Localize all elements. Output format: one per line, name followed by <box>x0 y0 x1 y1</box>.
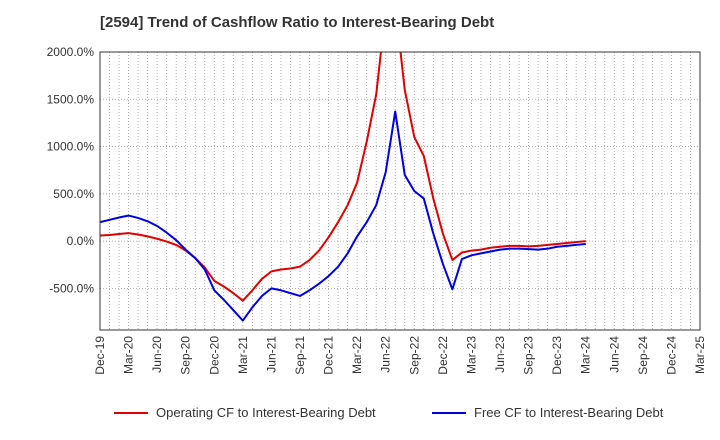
y-tick-label: 1500.0% <box>47 92 95 106</box>
axes <box>99 51 701 331</box>
x-tick-label: Sep-23 <box>522 336 536 375</box>
legend-item-operating-cf: Operating CF to Interest-Bearing Debt <box>114 405 376 420</box>
x-tick-label: Dec-22 <box>436 336 450 375</box>
y-tick-label: 2000.0% <box>47 45 95 59</box>
x-tick-label: Dec-21 <box>322 336 336 375</box>
x-tick-label: Mar-25 <box>693 336 707 374</box>
x-tick-label: Sep-21 <box>293 336 307 375</box>
x-tick-label: Sep-20 <box>179 336 193 375</box>
legend-swatch-free-cf <box>432 411 466 414</box>
x-tick-label: Sep-22 <box>407 336 421 375</box>
x-tick-label: Jun-22 <box>379 336 393 373</box>
x-tick-label: Dec-24 <box>664 336 678 375</box>
series-line-free-cf <box>100 110 586 322</box>
x-tick-label: Mar-23 <box>464 336 478 374</box>
y-tick-label: 500.0% <box>53 187 94 201</box>
x-tick-label: Jun-23 <box>493 336 507 373</box>
x-tick-label: Sep-24 <box>636 336 650 375</box>
x-tick-label: Dec-23 <box>550 336 564 375</box>
series-lines <box>100 52 586 322</box>
x-tick-label: Mar-21 <box>236 336 250 374</box>
plot-frame <box>99 51 701 331</box>
series-line-operating-cf <box>100 52 586 302</box>
grid-lines <box>100 51 700 330</box>
chart-legend: Operating CF to Interest-Bearing Debt Fr… <box>0 405 720 425</box>
x-tick-label: Mar-22 <box>350 336 364 374</box>
y-tick-label: 1000.0% <box>47 140 95 154</box>
legend-label-free-cf: Free CF to Interest-Bearing Debt <box>474 405 664 420</box>
x-tick-label: Jun-24 <box>607 336 621 373</box>
x-tick-label: Mar-24 <box>579 336 593 374</box>
legend-item-free-cf: Free CF to Interest-Bearing Debt <box>432 405 663 420</box>
legend-swatch-operating-cf <box>114 411 148 414</box>
y-tick-label: 0.0% <box>67 234 95 248</box>
legend-label-operating-cf: Operating CF to Interest-Bearing Debt <box>156 405 376 420</box>
y-tick-label: -500.0% <box>49 281 94 295</box>
y-tick-labels: 2000.0% 1500.0% 1000.0% 500.0% 0.0% -500.0% <box>47 45 95 295</box>
x-tick-label: Dec-19 <box>93 336 107 375</box>
x-tick-label: Mar-20 <box>122 336 136 374</box>
x-tick-label: Jun-20 <box>150 336 164 373</box>
x-tick-labels: Dec-19 Mar-20 Jun-20 Sep-20 Dec-20 Mar-21 Jun-… <box>93 336 707 375</box>
chart-title: [2594] Trend of Cashflow Ratio to Intere… <box>100 14 495 31</box>
x-tick-label: Jun-21 <box>264 336 278 373</box>
x-tick-label: Dec-20 <box>207 336 221 375</box>
